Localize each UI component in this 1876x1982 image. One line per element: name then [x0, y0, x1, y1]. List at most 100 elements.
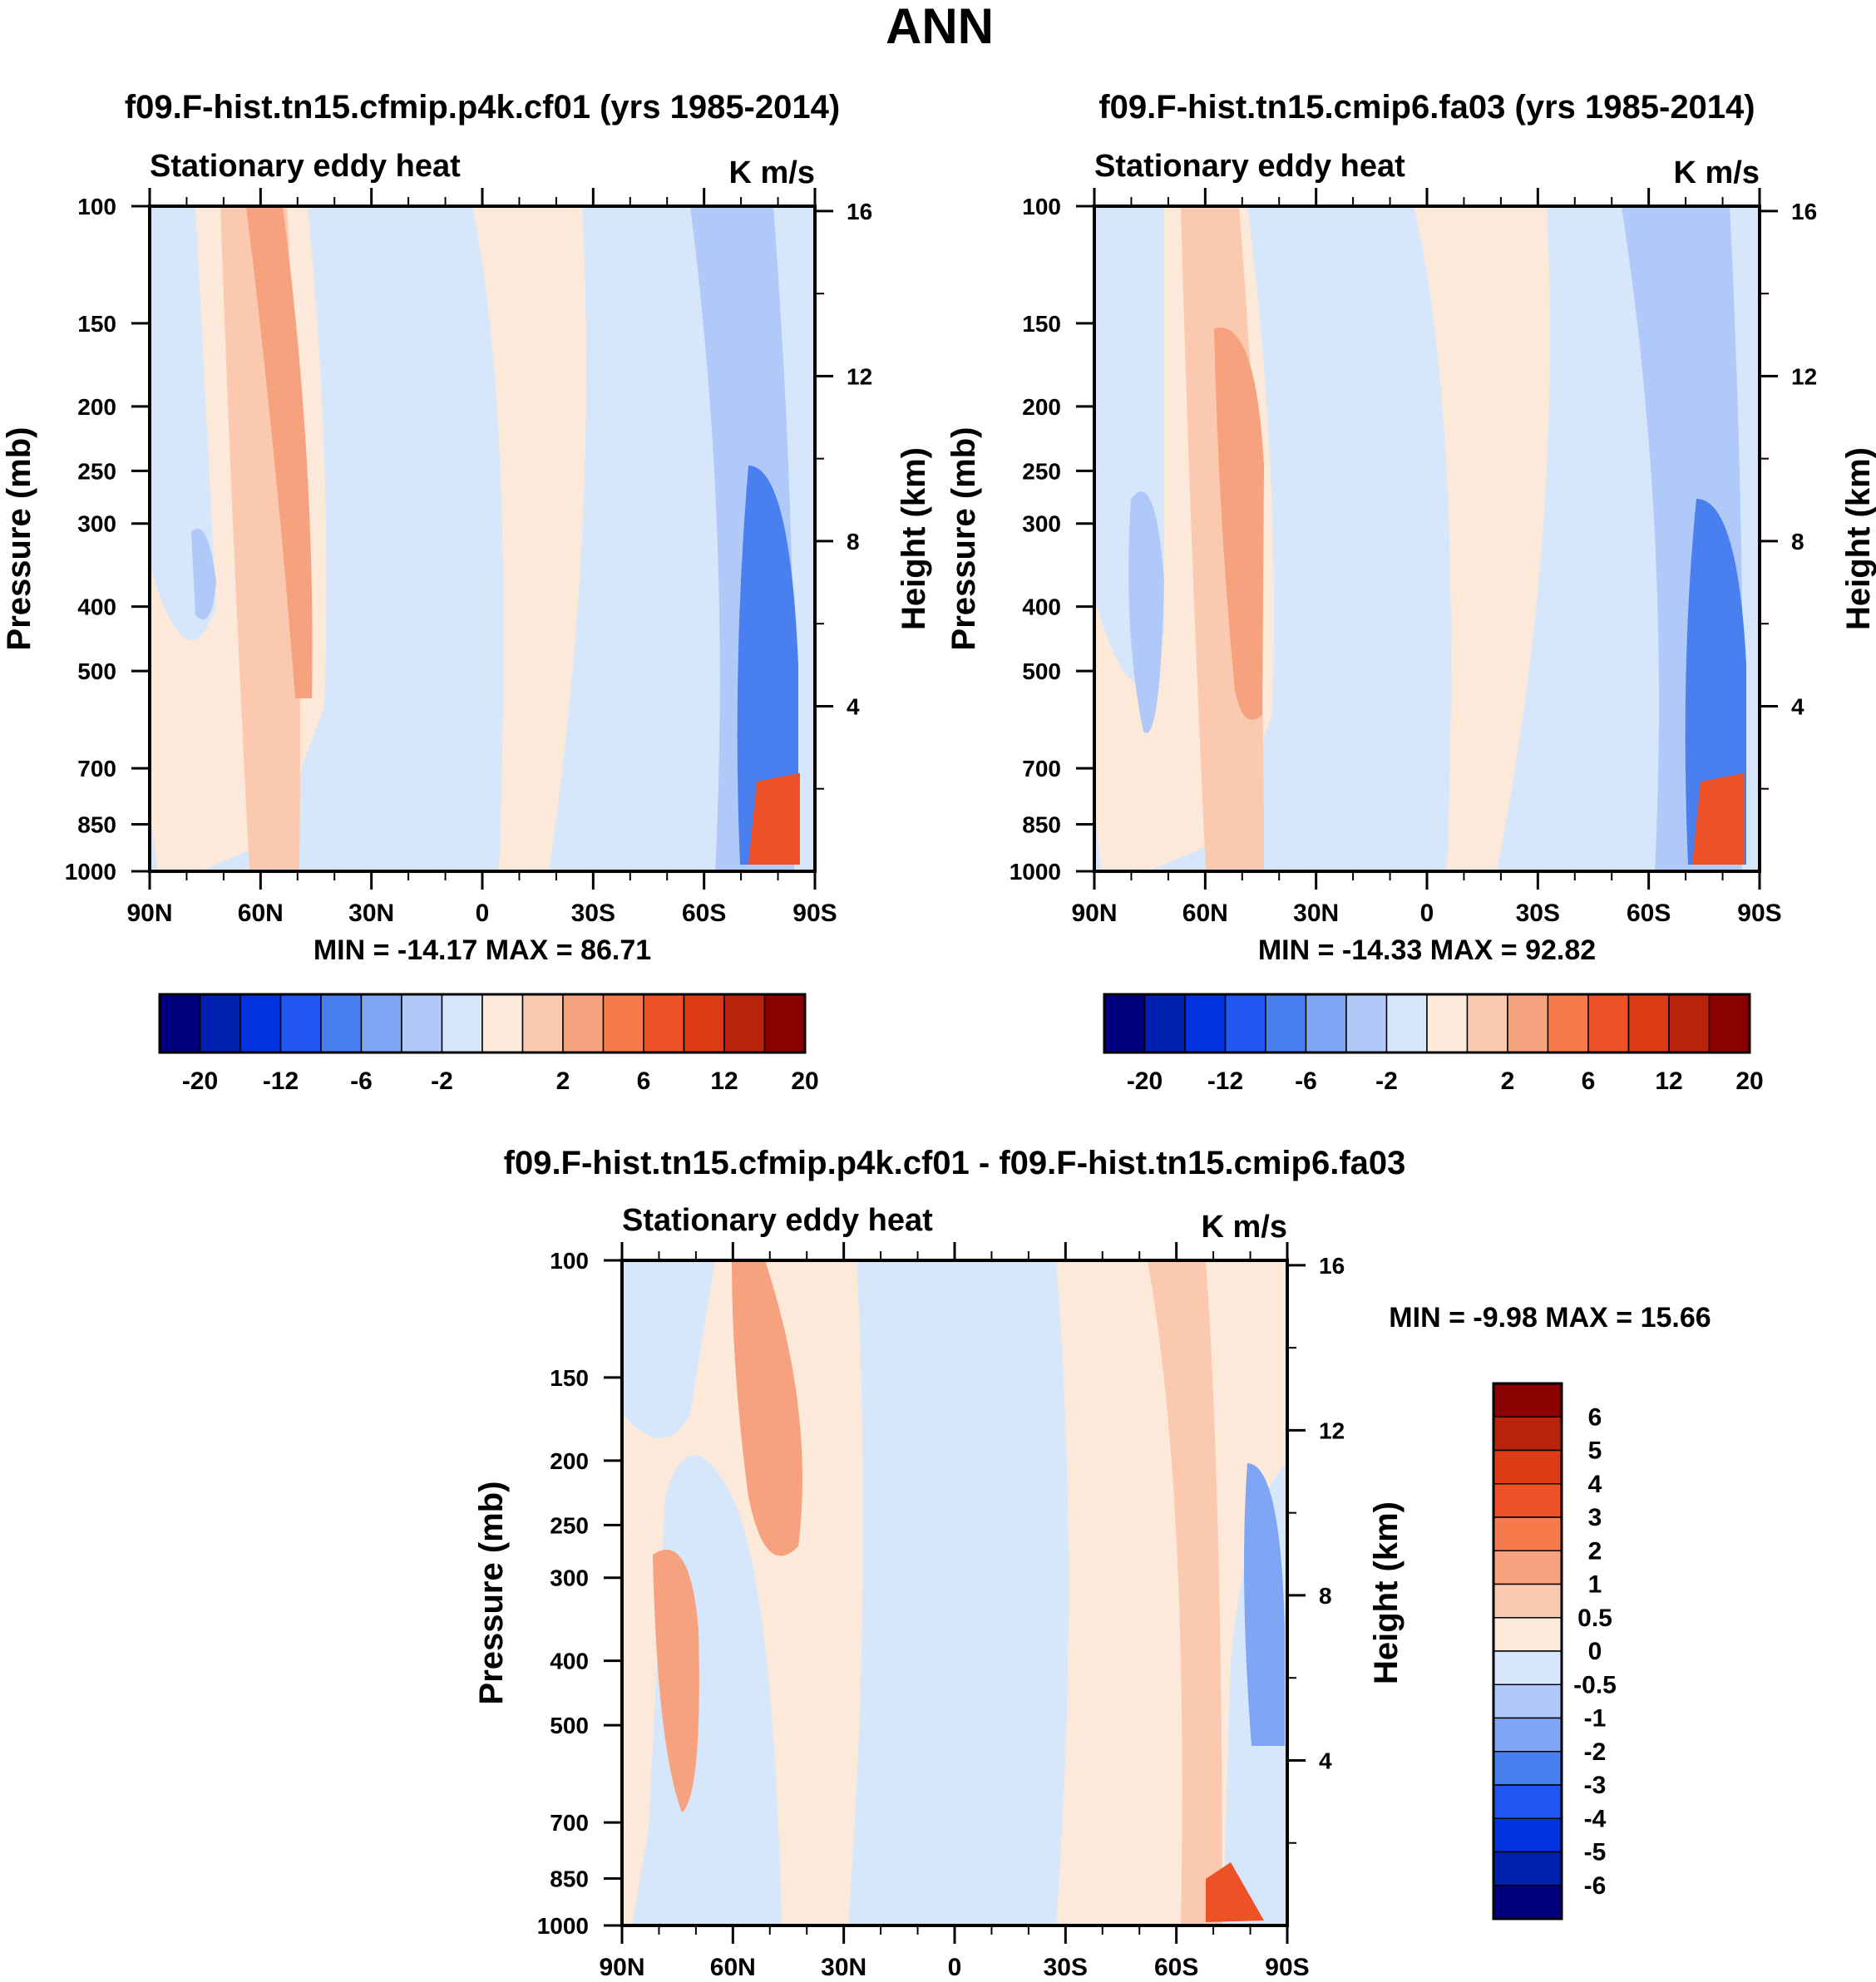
panel-1-y-tick-label: 700	[77, 756, 116, 781]
panel-3-y-right-label: Height (km)	[1368, 1501, 1405, 1684]
colorbar-swatch	[521, 993, 564, 1053]
panel-2-y-tick-label: 850	[1022, 812, 1061, 838]
colorbar-swatch	[1184, 993, 1227, 1053]
panel-2-x-tick-label: 0	[1420, 900, 1434, 927]
panel-1-y-tick-label: 1000	[65, 859, 116, 885]
panel-3-height-tick-label: 4	[1319, 1748, 1332, 1773]
colorbar-swatch	[1493, 1684, 1563, 1719]
colorbar-swatch	[401, 993, 443, 1053]
colorbar-label: -5	[1584, 1839, 1607, 1866]
colorbar-swatch	[1493, 1817, 1563, 1853]
colorbar-swatch	[1466, 993, 1508, 1053]
colorbar-label: -3	[1584, 1772, 1607, 1799]
colorbar-swatch	[1507, 993, 1549, 1053]
panel-2-stats: MIN = -14.33 MAX = 92.82	[1258, 934, 1596, 966]
colorbar-label: 5	[1588, 1437, 1602, 1465]
colorbar-label: -4	[1584, 1805, 1607, 1832]
colorbar-label: 2	[556, 1067, 570, 1095]
colorbar-label: 20	[791, 1067, 818, 1095]
colorbar-swatch	[199, 993, 241, 1053]
panel-3-contour-left	[653, 1550, 699, 1812]
panel-1-axes: 90N 60N 30N 0 30S 60S 90S 100 150 200 250 300 400 500…	[65, 188, 872, 927]
panel-3-negative-core	[1244, 1463, 1285, 1746]
colorbar-swatch	[1143, 993, 1186, 1053]
colorbar-label: 12	[710, 1067, 738, 1095]
panel-1-y-label: Pressure (mb)	[1, 427, 37, 651]
panel-3-x-tick-label: 60S	[1154, 1954, 1198, 1981]
colorbar-label: -20	[182, 1067, 218, 1095]
panel-3-height-tick-label: 8	[1319, 1583, 1332, 1609]
panel-1-height-tick-label: 4	[847, 693, 860, 719]
colorbar-swatch	[1493, 1483, 1563, 1518]
figure-title: ANN	[886, 0, 994, 54]
panel-2-axes: 90N 60N 30N 0 30S 60S 90S 100 150 200 250 300 400 500…	[1010, 188, 1817, 927]
panel-2-contour-2	[1214, 327, 1264, 720]
panel-3-y-tick-label: 300	[550, 1565, 589, 1591]
colorbar-swatch	[1103, 993, 1146, 1053]
colorbar-swatch	[1493, 1851, 1563, 1886]
panel-3: f09.F-hist.tn15.cfmip.p4k.cf01 - f09.F-h…	[473, 1145, 1711, 1981]
panel-2-height-tick-label: 4	[1791, 693, 1804, 719]
panel-2-positive-core-pole	[1692, 773, 1745, 865]
colorbar-swatch	[1668, 993, 1711, 1053]
panel-2-y-tick-label: 150	[1022, 311, 1061, 337]
panel-2-y-tick-label: 100	[1022, 194, 1061, 219]
panel-1-y-right-label: Height (km)	[896, 447, 932, 630]
panel-1-colorbar: -20 -12 -6 -2 2 6 12 20	[158, 993, 819, 1095]
panel-3-colorbar: 6 5 4 3 2 1 0.5 0 -0.5 -1 -2 -3 -4 -5 -6	[1492, 1382, 1617, 1920]
colorbar-label: -2	[431, 1067, 453, 1095]
colorbar-label: 6	[1588, 1403, 1602, 1431]
panel-3-x-tick-label: 90N	[599, 1954, 644, 1981]
colorbar-swatch	[1493, 1416, 1563, 1452]
panel-3-y-label: Pressure (mb)	[473, 1482, 510, 1705]
colorbar-label: 4	[1588, 1471, 1602, 1498]
colorbar-swatch	[1547, 993, 1589, 1053]
colorbar-swatch	[723, 993, 766, 1053]
panel-3-y-tick-label: 1000	[537, 1913, 589, 1939]
panel-2-title: f09.F-hist.tn15.cmip6.fa03 (yrs 1985-201…	[1098, 89, 1755, 126]
colorbar-swatch	[1708, 993, 1750, 1053]
colorbar-swatch	[1493, 1583, 1563, 1619]
colorbar-swatch	[1493, 1751, 1563, 1786]
colorbar-swatch	[1385, 993, 1428, 1053]
panel-3-positive-band-south	[1148, 1260, 1222, 1925]
panel-1-contour-2	[246, 206, 313, 698]
colorbar-swatch	[643, 993, 685, 1053]
colorbar-swatch	[683, 993, 725, 1053]
panel-2: f09.F-hist.tn15.cmip6.fa03 (yrs 1985-201…	[945, 89, 1876, 1095]
panel-2-x-tick-label: 30S	[1516, 900, 1560, 927]
colorbar-swatch	[239, 993, 282, 1053]
panel-3-positive-core-pole	[1206, 1862, 1264, 1922]
panel-1-y-tick-label: 850	[77, 812, 116, 838]
panel-1-x-tick-label: 30S	[571, 900, 615, 927]
colorbar-swatch	[159, 993, 201, 1053]
panel-2-x-tick-label: 90S	[1737, 900, 1781, 927]
panel-1-y-tick-label: 150	[77, 311, 116, 337]
colorbar-swatch	[1305, 993, 1347, 1053]
panel-1-height-tick-label: 12	[847, 363, 872, 389]
panel-1-x-tick-label: 0	[476, 900, 490, 927]
panel-3-y-tick-label: 700	[550, 1810, 589, 1836]
colorbar-label: 6	[1582, 1067, 1596, 1095]
colorbar-swatch	[1345, 993, 1388, 1053]
panel-3-units-label: K m/s	[1202, 1210, 1287, 1245]
colorbar-label: 0	[1588, 1638, 1602, 1665]
panel-1-negative-core	[737, 466, 798, 865]
colorbar-label: 0.5	[1577, 1605, 1612, 1632]
colorbar-label: -2	[1375, 1067, 1398, 1095]
colorbar-swatch	[1627, 993, 1670, 1053]
panel-3-x-tick-label: 30S	[1044, 1954, 1088, 1981]
panel-3-stats: MIN = -9.98 MAX = 15.66	[1389, 1302, 1711, 1334]
colorbar-swatch	[1493, 1885, 1563, 1920]
panel-1-x-tick-label: 90S	[792, 900, 837, 927]
colorbar-label: 20	[1735, 1067, 1763, 1095]
panel-1-title: f09.F-hist.tn15.cfmip.p4k.cf01 (yrs 1985…	[125, 89, 840, 126]
panel-2-x-tick-label: 30N	[1293, 900, 1339, 927]
panel-1-y-tick-label: 250	[77, 458, 116, 484]
colorbar-swatch	[1493, 1650, 1563, 1685]
panel-2-negative-core	[1685, 499, 1746, 865]
colorbar-label: -0.5	[1573, 1671, 1617, 1699]
panel-1: f09.F-hist.tn15.cfmip.p4k.cf01 (yrs 1985…	[1, 89, 932, 1095]
colorbar-frame	[1103, 993, 1751, 1054]
